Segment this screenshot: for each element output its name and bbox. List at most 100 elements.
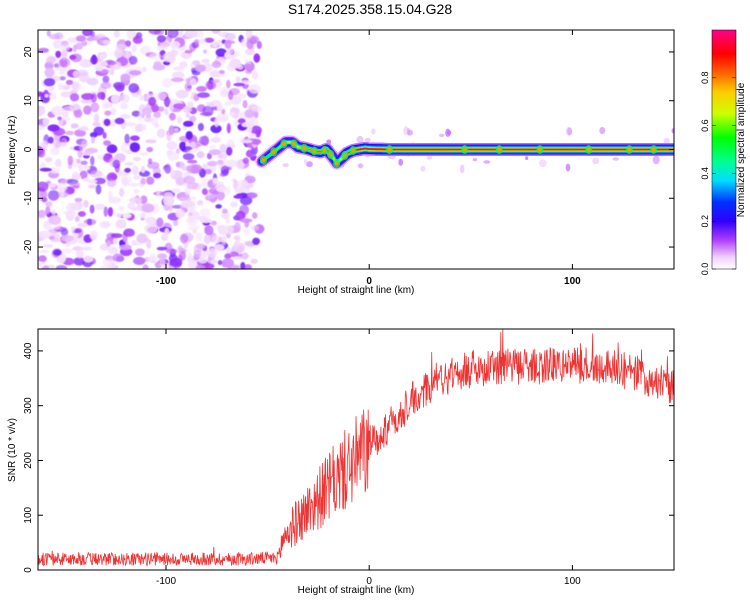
noise-blob [44, 94, 49, 98]
noise-blob [62, 50, 68, 57]
noise-blob [100, 62, 108, 67]
noise-blob [218, 260, 222, 265]
noise-blob [60, 187, 64, 197]
signal-knot-core [272, 150, 276, 154]
noise-blob [101, 82, 112, 89]
noise-blob [222, 209, 227, 214]
noise-blob [200, 218, 212, 223]
noise-blob [78, 211, 86, 217]
noise-blob [566, 127, 572, 136]
noise-blob [102, 101, 110, 108]
noise-blob [107, 61, 116, 65]
noise-blob [81, 161, 88, 165]
noise-blob [170, 50, 176, 58]
noise-blob [88, 185, 96, 189]
noise-blob [613, 157, 619, 161]
noise-blob [49, 92, 57, 100]
noise-blob [88, 179, 98, 183]
noise-blob [73, 246, 82, 250]
noise-blob [187, 164, 199, 174]
colorbar-gradient [712, 30, 736, 269]
noise-blob [208, 248, 217, 258]
noise-blob [169, 125, 175, 135]
noise-blob [243, 100, 248, 108]
noise-blob [248, 133, 256, 137]
noise-blob [201, 59, 209, 64]
noise-blob [70, 93, 79, 101]
noise-blob [48, 124, 60, 131]
noise-blob [46, 202, 53, 207]
noise-blob [211, 235, 222, 244]
noise-blob [190, 78, 197, 85]
noise-blob [130, 142, 140, 152]
noise-blob [104, 119, 111, 126]
noise-blob [187, 160, 197, 164]
noise-blob [129, 56, 138, 65]
noise-blob [233, 83, 245, 87]
noise-blob [94, 127, 105, 136]
signal-knot-core [262, 158, 266, 162]
signal-knot-core [312, 149, 316, 153]
noise-blob [104, 110, 111, 115]
noise-blob [123, 229, 134, 237]
noise-blob [114, 49, 123, 58]
noise-blob [145, 139, 157, 143]
noise-blob [175, 209, 185, 218]
noise-blob [95, 204, 105, 210]
noise-blob [240, 218, 252, 223]
noise-blob [38, 255, 47, 261]
noise-blob [140, 212, 146, 218]
noise-blob [90, 31, 95, 37]
noise-blob [49, 34, 60, 40]
noise-blob [90, 205, 95, 214]
noise-blob [187, 182, 198, 189]
noise-blob [107, 174, 112, 181]
noise-blob [102, 259, 112, 266]
noise-blob [68, 156, 73, 166]
colorbar-tick-label: 0.2 [700, 215, 710, 228]
noise-blob [48, 183, 56, 188]
noise-blob [132, 165, 138, 175]
noise-blob [75, 198, 83, 202]
noise-blob [138, 112, 143, 122]
noise-blob [65, 131, 75, 135]
signal-knot-core [538, 147, 542, 151]
noise-blob [45, 157, 52, 162]
noise-blob [91, 136, 95, 143]
noise-blob [236, 77, 241, 83]
colorbar-label: Normalized spectral amplitude [736, 82, 747, 217]
noise-blob [113, 160, 121, 169]
noise-blob [195, 265, 205, 271]
noise-blob [212, 178, 217, 185]
noise-blob [76, 159, 80, 164]
noise-blob [228, 91, 233, 100]
noise-blob [241, 140, 253, 144]
noise-blob [150, 253, 155, 261]
noise-blob [120, 93, 130, 103]
noise-blob [445, 129, 450, 137]
noise-blob [246, 150, 254, 158]
noise-blob [142, 203, 155, 212]
snr-xtick-label: 100 [564, 576, 581, 587]
noise-blob [599, 127, 605, 134]
noise-blob [196, 232, 203, 241]
noise-blob [183, 121, 194, 127]
spectrogram-ytick-label: 20 [23, 46, 34, 58]
noise-blob [135, 124, 142, 132]
noise-blob [212, 28, 221, 34]
noise-blob [97, 92, 105, 99]
snr-ytick-label: 100 [23, 506, 34, 523]
noise-blob [95, 66, 104, 72]
noise-blob [71, 226, 75, 232]
noise-blob [83, 165, 90, 170]
noise-blob [53, 249, 61, 255]
noise-blob [59, 57, 70, 67]
spectrogram-xlabel: Height of straight line (km) [298, 285, 415, 296]
noise-blob [177, 116, 182, 124]
snr-series [38, 329, 674, 566]
noise-blob [83, 151, 91, 155]
signal-knot-core [351, 148, 355, 152]
noise-blob [653, 156, 660, 165]
noise-blob [157, 247, 168, 251]
noise-blob [146, 147, 153, 152]
